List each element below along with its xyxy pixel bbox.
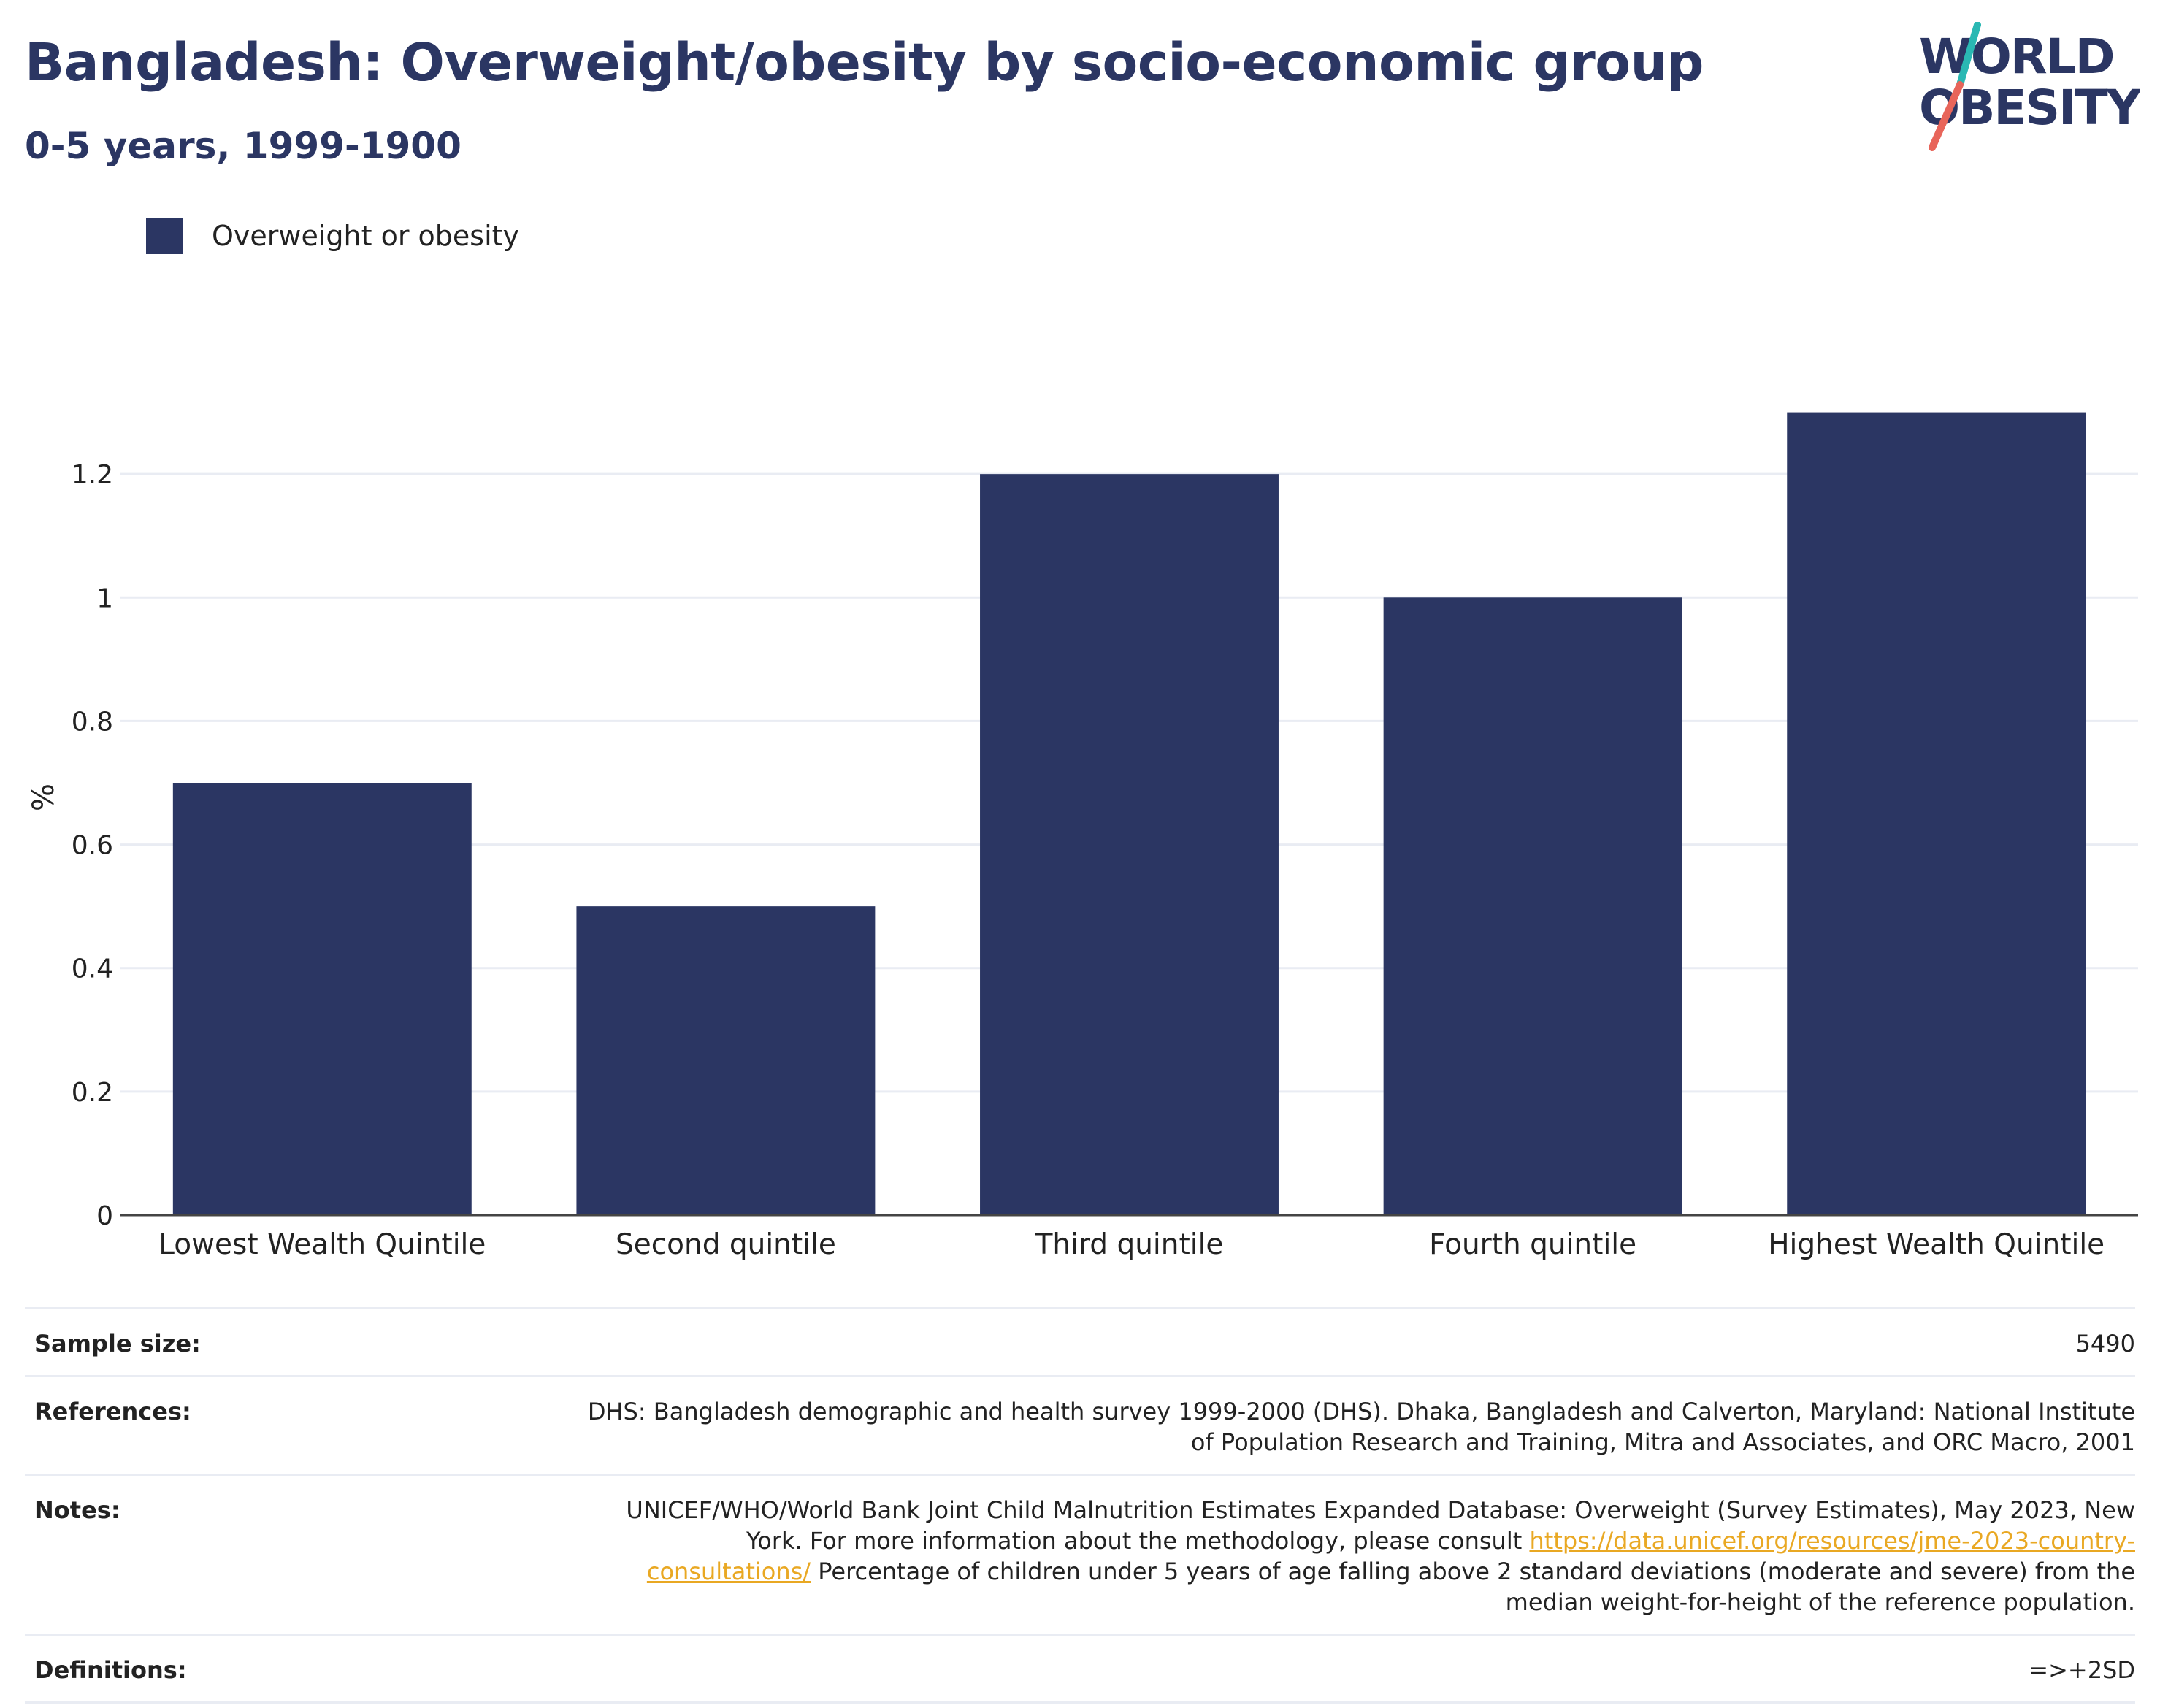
logo-text-world: WORLD xyxy=(1919,28,2114,85)
references-key: References: xyxy=(34,1398,191,1425)
x-tick-label: Second quintile xyxy=(616,1228,836,1261)
y-tick-label: 1 xyxy=(96,583,113,613)
x-tick-label: Third quintile xyxy=(1035,1228,1224,1261)
notes-key: Notes: xyxy=(34,1496,120,1524)
logo-slash-bottom xyxy=(1929,81,1964,151)
bar xyxy=(1383,597,1682,1215)
bar xyxy=(576,906,876,1215)
x-tick-label: Fourth quintile xyxy=(1429,1228,1636,1261)
y-tick-labels: 0 0.2 0.4 0.6 0.8 1 1.2 xyxy=(72,460,113,1231)
logo-slash-top xyxy=(1956,22,1981,88)
notes-link[interactable]: https://data.unicef.org/resources/jme-20… xyxy=(646,1527,2135,1585)
references-value: DHS: Bangladesh demographic and health s… xyxy=(587,1398,2135,1456)
bar xyxy=(1787,412,2086,1215)
sample-size-value: 5490 xyxy=(2075,1330,2135,1357)
info-row-definitions: Definitions: =>+2SD xyxy=(25,1634,2135,1704)
bars xyxy=(172,412,2086,1215)
chart-subtitle: 0-5 years, 1999-1900 xyxy=(25,125,462,167)
y-tick-label: 0.6 xyxy=(72,831,113,861)
info-row-references: References: DHS: Bangladesh demographic … xyxy=(25,1375,2135,1474)
world-obesity-logo: WORLD OBESITY xyxy=(1919,22,2140,151)
y-tick-label: 0 xyxy=(96,1201,113,1231)
chart-title: Bangladesh: Overweight/obesity by socio-… xyxy=(25,32,1704,93)
info-row-notes: Notes: UNICEF/WHO/World Bank Joint Child… xyxy=(25,1474,2135,1634)
info-table: Sample size: 5490 References: DHS: Bangl… xyxy=(25,1307,2135,1704)
bar xyxy=(172,783,472,1215)
y-tick-label: 0.8 xyxy=(72,707,113,737)
y-tick-label: 0.2 xyxy=(72,1078,113,1108)
y-axis-label: % xyxy=(27,784,61,811)
notes-text-after: Percentage of children under 5 years of … xyxy=(811,1558,2135,1616)
y-tick-label: 1.2 xyxy=(72,460,113,490)
legend[interactable]: Overweight or obesity xyxy=(146,215,519,256)
x-tick-labels: Lowest Wealth Quintile Second quintile Thi… xyxy=(158,1228,2105,1261)
sample-size-key: Sample size: xyxy=(34,1330,201,1357)
legend-label: Overweight or obesity xyxy=(212,220,520,252)
bar-chart: 0 0.2 0.4 0.6 0.8 1 1.2 Lowest Wealth Quintile… xyxy=(27,412,2138,1261)
notes-value: UNICEF/WHO/World Bank Joint Child Malnut… xyxy=(587,1495,2135,1617)
legend-swatch xyxy=(146,218,183,254)
bar xyxy=(980,474,1279,1215)
definitions-value: =>+2SD xyxy=(2029,1656,2135,1684)
y-tick-label: 0.4 xyxy=(72,954,113,984)
info-row-sample-size: Sample size: 5490 xyxy=(25,1307,2135,1375)
notes-text-before: UNICEF/WHO/World Bank Joint Child Malnut… xyxy=(626,1496,2135,1555)
x-tick-label: Highest Wealth Quintile xyxy=(1768,1228,2105,1261)
x-tick-label: Lowest Wealth Quintile xyxy=(158,1228,486,1261)
definitions-key: Definitions: xyxy=(34,1656,187,1684)
